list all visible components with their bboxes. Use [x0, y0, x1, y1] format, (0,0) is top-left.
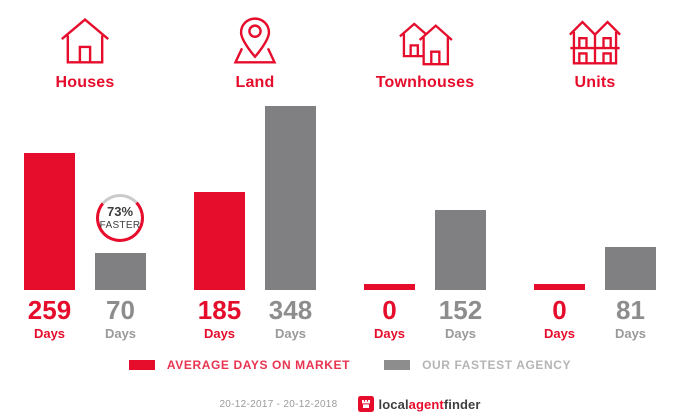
faster-badge: 73% FASTER: [96, 194, 144, 242]
bar-townhouses-fastest: [435, 210, 486, 290]
value-units-fastest: 81 Days: [614, 295, 647, 341]
legend-swatch-red: [128, 360, 155, 370]
bar-land-average: [194, 192, 245, 290]
bar-units-fastest: [605, 247, 656, 290]
group-houses: Houses 73% FASTER 259 Days 70 Days: [24, 0, 146, 345]
footer: 20-12-2017 - 20-12-2018 localagentfinder: [0, 396, 700, 412]
value-land-average: 185 Days: [197, 295, 242, 341]
group-townhouses: Townhouses 0 Days 152 Days: [364, 0, 486, 345]
value-units-average: 0 Days: [543, 295, 576, 341]
value-houses-fastest: 70 Days: [104, 295, 137, 341]
category-label-houses: Houses: [55, 74, 115, 91]
bar-houses-average: [24, 153, 75, 290]
values-units: 0 Days 81 Days: [534, 297, 656, 341]
house-icon: [24, 10, 146, 66]
bar-pair-units: [534, 106, 656, 290]
chart-legend: AVERAGE DAYS ON MARKET OUR FASTEST AGENC…: [0, 358, 700, 372]
localagentfinder-wordmark: localagentfinder: [378, 396, 481, 412]
group-units: Units 0 Days 81 Days: [534, 0, 656, 345]
group-land: Land 185 Days 348 Days: [194, 0, 316, 345]
bar-land-fastest: [265, 106, 316, 290]
category-label-townhouses: Townhouses: [375, 74, 475, 91]
value-land-fastest: 348 Days: [268, 295, 313, 341]
localagentfinder-logo[interactable]: localagentfinder: [357, 396, 481, 412]
values-land: 185 Days 348 Days: [194, 297, 316, 341]
category-label-land: Land: [235, 74, 275, 91]
legend-label-average: AVERAGE DAYS ON MARKET: [166, 358, 351, 372]
date-range: 20-12-2017 - 20-12-2018: [219, 398, 338, 410]
value-houses-average: 259 Days: [27, 295, 72, 341]
category-label-units: Units: [574, 74, 616, 91]
values-houses: 259 Days 70 Days: [24, 297, 146, 341]
value-townhouses-fastest: 152 Days: [438, 295, 483, 341]
bar-townhouses-average: [364, 284, 415, 290]
legend-label-fastest: OUR FASTEST AGENCY: [422, 358, 572, 372]
category-groups: Houses 73% FASTER 259 Days 70 Days: [24, 0, 656, 345]
values-townhouses: 0 Days 152 Days: [364, 297, 486, 341]
faster-badge-percent: 73%: [106, 204, 134, 220]
legend-item-fastest: OUR FASTEST AGENCY: [384, 358, 571, 372]
bar-pair-townhouses: [364, 106, 486, 290]
legend-item-average: AVERAGE DAYS ON MARKET: [128, 358, 351, 372]
bar-pair-houses: [24, 106, 146, 290]
bar-houses-fastest: [95, 253, 146, 290]
legend-swatch-gray: [384, 360, 411, 370]
bar-pair-land: [194, 106, 316, 290]
townhouses-icon: [364, 10, 486, 66]
units-icon: [534, 10, 656, 66]
value-townhouses-average: 0 Days: [373, 295, 406, 341]
bar-units-average: [534, 284, 585, 290]
faster-badge-inner: 73% FASTER: [99, 197, 141, 239]
faster-badge-text: FASTER: [99, 219, 141, 231]
localagentfinder-mark-icon: [357, 396, 374, 412]
map-pin-icon: [194, 10, 316, 66]
